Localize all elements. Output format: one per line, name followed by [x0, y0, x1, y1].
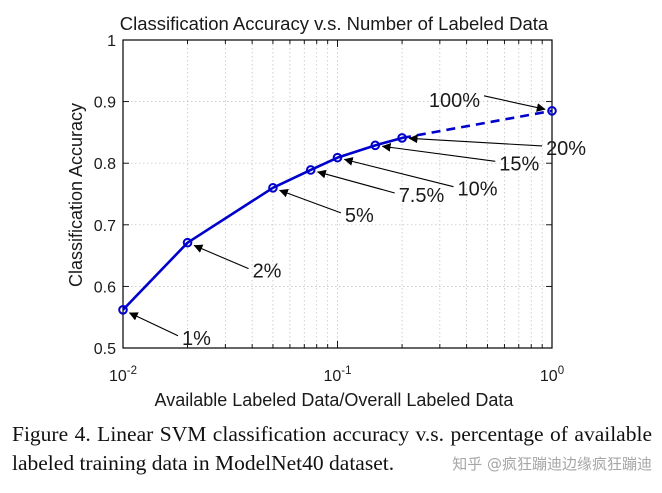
- y-axis-label: Classification Accuracy: [66, 103, 86, 287]
- x-axis-label: Available Labeled Data/Overall Labeled D…: [155, 390, 515, 410]
- data-point-marker: [547, 106, 557, 116]
- y-tick-label: 0.5: [94, 341, 116, 358]
- annotation-arrow: [483, 95, 546, 112]
- data-point-marker: [397, 133, 407, 143]
- y-tick-label: 0.7: [94, 218, 116, 235]
- grid: [123, 40, 552, 348]
- series-line-solid: [122, 136, 403, 311]
- annotation-arrow: [279, 189, 342, 214]
- y-tick-label: 1: [107, 33, 116, 50]
- series-line-dashed: [401, 109, 553, 140]
- annotation-label: 15%: [499, 153, 539, 175]
- x-tick-label: 10-1: [323, 365, 351, 385]
- annotation-label: 20%: [546, 138, 586, 160]
- data-point-marker: [118, 305, 128, 315]
- annotation-arrow: [381, 143, 496, 162]
- accuracy-chart: Classification Accuracy v.s. Number of L…: [66, 13, 586, 410]
- annotation-arrow: [128, 312, 179, 337]
- y-tick-label: 0.9: [94, 95, 116, 112]
- data-point-marker: [182, 237, 193, 248]
- data-point-marker: [332, 152, 343, 163]
- annotation-label: 7.5%: [399, 185, 445, 207]
- annotation-arrow: [193, 244, 249, 270]
- data-point-marker: [268, 183, 278, 193]
- data-point-marker: [305, 165, 316, 175]
- watermark-text: 知乎 @疯狂蹦迪边缘疯狂蹦迪: [452, 455, 652, 473]
- annotation-arrow: [408, 134, 543, 147]
- annotation-label: 10%: [458, 179, 498, 201]
- annotation-arrow: [343, 157, 454, 188]
- data-point-marker: [370, 140, 381, 151]
- annotation-label: 2%: [253, 261, 282, 283]
- chart-title: Classification Accuracy v.s. Number of L…: [120, 13, 549, 34]
- annotation-label: 100%: [429, 90, 480, 112]
- x-tick-label: 10-2: [109, 365, 137, 385]
- figure-caption: Figure 4. Linear SVM classification accu…: [12, 422, 652, 475]
- annotation-label: 5%: [345, 205, 374, 227]
- annotation-label: 1%: [182, 328, 211, 350]
- x-tick-label: 100: [540, 365, 564, 385]
- y-tick-label: 0.6: [94, 279, 116, 296]
- annotations: 1% 2% 5% 7.5% 10%15% 20% 100%: [128, 90, 586, 350]
- annotation-arrow: [317, 169, 395, 194]
- axis-ticks: 0.5 0.6 0.7 0.8 0.9 1 10-2 10-1 100: [94, 33, 564, 385]
- y-tick-label: 0.8: [94, 156, 116, 173]
- series-group: [118, 106, 557, 315]
